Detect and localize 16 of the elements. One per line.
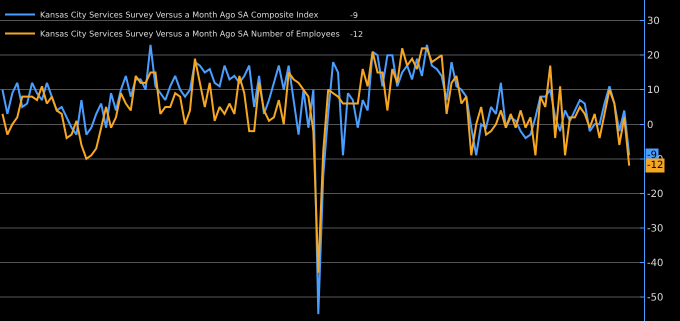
y-tick-label: -20	[647, 188, 664, 200]
y-tick-label: -50	[647, 292, 664, 304]
y-tick-label: 30	[647, 16, 660, 28]
y-tick-label: -40	[647, 258, 664, 269]
y-tick-label: 10	[647, 85, 660, 96]
y-tick-label: 0	[647, 120, 654, 131]
data-label: -12	[647, 160, 664, 171]
text: -9	[350, 11, 358, 20]
y-tick-label: 20	[647, 50, 660, 62]
legend-label: Kansas City Services Survey Versus a Month Ago SA Number of Employees	[40, 30, 340, 39]
text: -12	[350, 30, 364, 39]
line-series	[1, 47, 630, 274]
line-series	[1, 44, 630, 316]
data-label: -9	[647, 150, 657, 161]
y-tick-label: -30	[647, 223, 664, 234]
legend-label: Kansas City Services Survey Versus a Month Ago SA Composite Index	[40, 10, 319, 20]
